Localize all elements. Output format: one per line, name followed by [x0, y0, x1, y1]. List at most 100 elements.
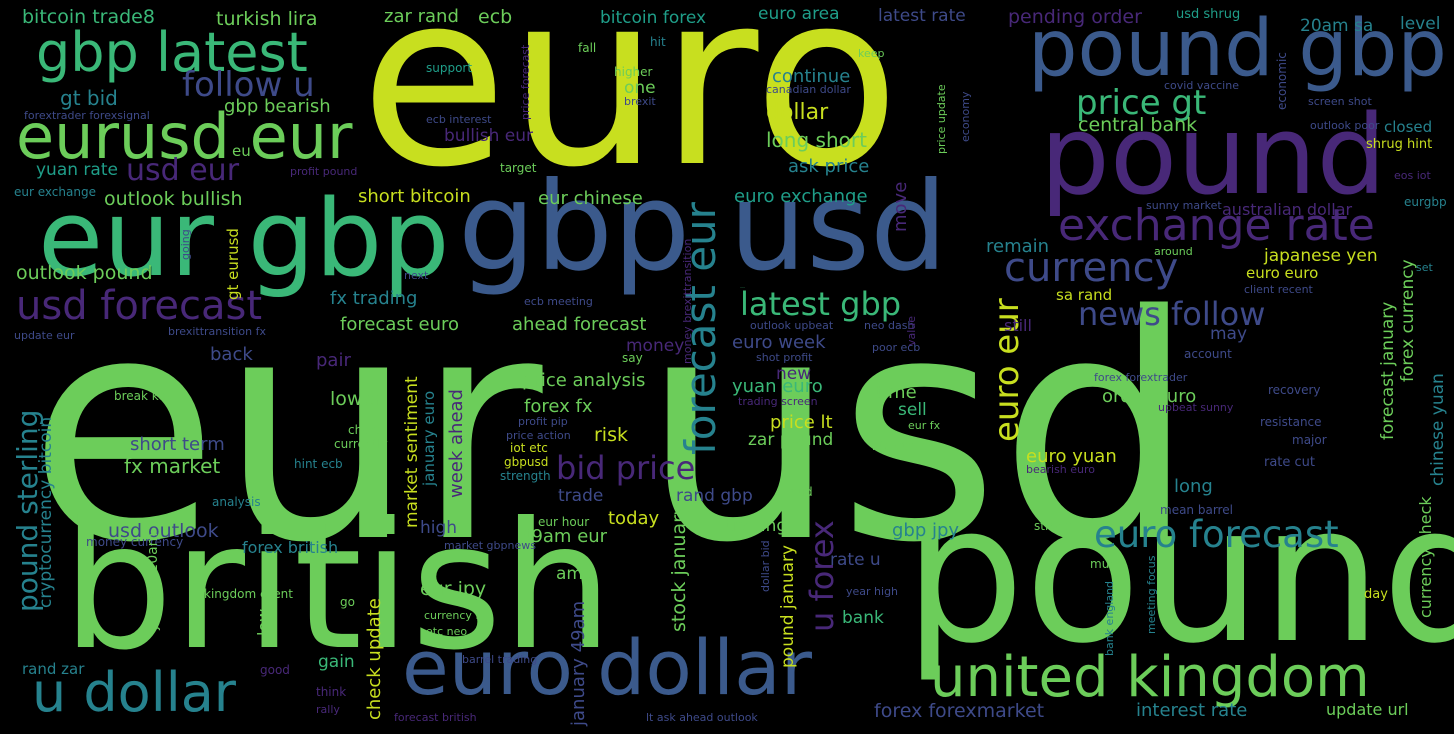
word-barrel-trading: barrel trading — [462, 653, 538, 666]
word-think: think — [316, 685, 347, 699]
word-pending-order: pending order — [1008, 6, 1142, 28]
word-gbp-jpy: gbp jpy — [892, 520, 960, 541]
word-january-euro: january euro — [420, 390, 438, 486]
word-currency-check: currency check — [1416, 496, 1435, 618]
word-strong: strong — [1034, 519, 1073, 533]
word-set: set — [1416, 261, 1433, 274]
word-gbp-usd: gbp usd — [458, 156, 948, 298]
word-yuan-rate: yuan rate — [36, 160, 118, 180]
word-january-20am: january 20am — [145, 532, 161, 630]
word-stock-january: stock january — [668, 503, 690, 632]
word-eu: eu — [232, 142, 251, 160]
word-support: support — [426, 61, 473, 75]
word-eur-hour: eur hour — [538, 515, 590, 529]
word-long: long — [1174, 476, 1213, 497]
word-bullish-eur: bullish eur — [444, 126, 533, 146]
word-rate-cut: rate cut — [1264, 455, 1316, 470]
word-outlook-bullish: outlook bullish — [104, 188, 243, 210]
word-update-eur: update eur — [14, 329, 75, 342]
word-fall: fall — [578, 41, 597, 55]
word-going: going — [179, 229, 192, 260]
word-exchange-rate: exchange rate — [1058, 200, 1375, 251]
word-new: new — [776, 364, 812, 384]
word-gbpusd: gbpusd — [504, 455, 549, 469]
word-market-sentiment: market sentiment — [402, 376, 422, 528]
word-eur-usd: eur usd — [28, 250, 1196, 611]
word-price-forecast: price forecast — [519, 44, 532, 120]
word-covid-vaccine: covid vaccine — [1164, 79, 1239, 92]
word-forecast-euro: forecast euro — [340, 314, 460, 335]
word-follow-u: follow u — [182, 65, 315, 105]
word-money: money — [626, 336, 685, 356]
word-ahead-forecast: ahead forecast — [512, 314, 647, 335]
word-bank-england: bank england — [1103, 580, 1116, 656]
word-bitcoin-trade8: bitcoin trade8 — [22, 6, 155, 28]
word-rand-gbp: rand gbp — [676, 486, 753, 506]
word-outlook-upbeat: outlook upbeat — [750, 319, 834, 332]
word-brexittransition-fx: brexittransition fx — [168, 325, 267, 338]
word-chart: chart — [348, 423, 380, 437]
word-one: one — [624, 78, 656, 98]
word-break-key: break key — [114, 389, 173, 403]
word-amp: amp — [556, 564, 594, 584]
word-bearish-euro: bearish euro — [1026, 463, 1096, 476]
word-zar-pound: zar pound — [748, 430, 834, 450]
word-hint-ecb: hint ecb — [294, 457, 343, 471]
word-lower: lower — [330, 388, 382, 410]
word-economy: economy — [959, 91, 972, 142]
word-japanese-yen: japanese yen — [1264, 246, 1378, 266]
word-euro-week: euro week — [732, 332, 826, 353]
word-january-49am: january 49am — [568, 600, 589, 726]
word-euro-euro: euro euro — [1246, 264, 1319, 282]
word-currency-fx: currency fx — [424, 609, 486, 622]
word-short-bitcoin: short bitcoin — [358, 186, 471, 207]
word-pound-gbp: pound gbp — [1028, 4, 1447, 94]
word-higher: higher — [614, 65, 653, 79]
word-strength: strength — [500, 469, 551, 483]
word-still: still — [1004, 316, 1032, 335]
word-back: back — [210, 344, 253, 365]
word-49am-eur: 49am eur — [520, 526, 608, 547]
word-rally: rally — [316, 703, 340, 716]
word-latest-rate: latest rate — [878, 6, 966, 26]
word-rate-u: rate u — [830, 550, 881, 570]
word-profit-pound: profit pound — [290, 165, 358, 178]
word-market-gbpnews: market gbpnews — [444, 539, 536, 552]
word-currency: currency — [1004, 245, 1179, 291]
word-eos-iot: eos iot — [1394, 169, 1431, 182]
word-money-brexittransition: money brexittransition — [681, 238, 694, 364]
word-outlook-pound: outlook pound — [16, 262, 153, 284]
word-u-dollar: u dollar — [32, 661, 237, 724]
word-meeting-focus: meeting focus — [1145, 555, 1158, 634]
word-price-action: price action — [506, 429, 571, 442]
word-zar-rand: zar rand — [384, 6, 459, 27]
word-resistance: resistance — [1260, 415, 1322, 429]
word-bitcoin-forex: bitcoin forex — [600, 8, 707, 28]
word-shrug-hint: shrug hint — [1366, 137, 1433, 152]
word-week-ahead: week ahead — [446, 389, 467, 498]
word-ask-price: ask price — [788, 156, 870, 177]
word-lt-ask-ahead-outlook: lt ask ahead outlook — [646, 711, 758, 724]
word-euro-dollar: euro dollar — [402, 623, 812, 712]
word-next: next — [404, 269, 429, 282]
word-forex-forexmarket: forex forexmarket — [874, 700, 1045, 722]
word-forextrader-forexsignal: forextrader forexsignal — [24, 109, 150, 122]
word-fx-trading: fx trading — [330, 288, 418, 309]
word-target: target — [500, 161, 537, 175]
word-poor-ecb: poor ecb — [872, 341, 921, 354]
word-today: today — [608, 508, 660, 529]
word-u-forex: u forex — [803, 520, 841, 632]
word-gt-bid: gt bid — [60, 86, 118, 110]
word-aud: aud — [790, 485, 813, 499]
word-euro-forecast: euro forecast — [1094, 513, 1339, 556]
word-gbp-bearish: gbp bearish — [224, 96, 331, 117]
word-eur-chinese: eur chinese — [538, 188, 643, 209]
word-sunny-market: sunny market — [1146, 199, 1222, 212]
word-forex-fx: forex fx — [524, 396, 593, 417]
word-analysis: analysis — [212, 495, 261, 509]
word-order-euro: order euro — [1102, 386, 1197, 407]
word-price-lt: price lt — [770, 412, 833, 433]
word-latest-gbp: latest gbp — [740, 285, 902, 323]
word-money-currency: money currency — [86, 535, 184, 549]
word-eur-fx: eur fx — [908, 419, 941, 432]
